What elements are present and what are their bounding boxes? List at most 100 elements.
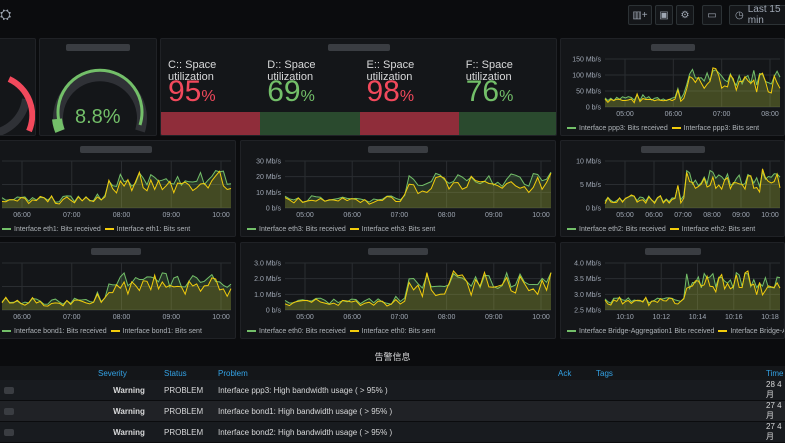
problem-text[interactable]: Interface bond2: High bandwidth usage ( … <box>214 421 554 443</box>
stat-bar <box>260 112 360 135</box>
series-line-received <box>604 271 781 304</box>
alert-row[interactable]: Warning PROBLEM Interface ppp3: High ban… <box>0 380 785 401</box>
stat-title: F:: Space utilization <box>465 59 513 83</box>
stat-title: D:: Space utilization <box>267 59 316 83</box>
dashboard-icon[interactable]: ⛭ <box>0 6 12 22</box>
time-cell: 28 4月 <box>762 380 785 401</box>
alert-row[interactable]: Warning PROBLEM Interface bond2: High ba… <box>0 421 785 443</box>
x-tick-label: 08:00 <box>438 314 456 321</box>
x-tick-label: 06:00 <box>343 212 361 219</box>
y-tick-label: 1.0 Mb/s <box>254 292 281 299</box>
y-tick-label: 2.0 Mb/s <box>254 276 281 283</box>
series-line-sent <box>284 172 552 205</box>
x-tick-label: 08:00 <box>113 212 131 219</box>
panel-title <box>66 42 130 52</box>
y-tick-label: 20 Mb/s <box>256 174 281 181</box>
col-problem[interactable]: Problem <box>214 366 554 380</box>
ack-cell[interactable] <box>554 421 592 443</box>
col-status[interactable]: Status <box>160 366 214 380</box>
col-ack[interactable]: Ack <box>554 366 592 380</box>
disk-utilization-panel: C:: Space utilization 95% D:: Space util… <box>160 38 557 136</box>
x-tick-label: 05:00 <box>616 111 634 118</box>
x-tick-label: 06:00 <box>13 212 31 219</box>
col-severity[interactable]: Severity <box>94 366 160 380</box>
x-tick-label: 10:00 <box>761 212 779 219</box>
y-tick-label: 10 Mb/s <box>576 159 601 166</box>
x-tick-label: 07:00 <box>391 314 409 321</box>
chart-panel-eth0: 3.0 Mb/s 2.0 Mb/s 1.0 Mb/s 0 b/s 05:00 06:00 0… <box>240 242 556 339</box>
col-tags[interactable]: Tags <box>592 366 762 380</box>
x-tick-label: 10:12 <box>652 314 670 321</box>
x-tick-label: 10:14 <box>689 314 707 321</box>
save-icon[interactable]: ▣ <box>655 5 673 25</box>
series-area <box>605 272 780 310</box>
chart-legend[interactable]: Interface eth0: Bits received Interface … <box>247 328 435 335</box>
tv-mode-icon[interactable]: ▭ <box>702 5 722 25</box>
settings-icon[interactable]: ⚙ <box>676 5 694 25</box>
panel-title <box>327 42 390 52</box>
x-tick-label: 09:00 <box>485 212 503 219</box>
y-tick-label: 30 Mb/s <box>256 159 281 166</box>
problem-text[interactable]: Interface bond1: High bandwidth usage ( … <box>214 400 554 422</box>
x-tick-label: 06:00 <box>13 314 31 321</box>
y-tick-label: 100 Mb/s <box>572 73 601 80</box>
gauge-panel-memory: 8.8% <box>39 38 157 136</box>
time-range-picker[interactable]: ◷ Last 15 min <box>729 4 785 26</box>
chart-legend[interactable]: Interface eth2: Bits received Interface … <box>567 226 755 233</box>
time-cell: 27 4月 <box>762 421 785 443</box>
series-line-sent <box>604 168 781 205</box>
add-panel-icon[interactable]: ▥+ <box>628 5 652 25</box>
y-tick-label: 5 Mb/s <box>580 182 602 189</box>
series-line-sent <box>1 273 232 307</box>
stat-bar <box>161 112 261 135</box>
severity-badge: Warning <box>94 380 160 401</box>
status-text: PROBLEM <box>160 421 214 443</box>
series-line-sent <box>604 270 781 307</box>
series-area <box>285 272 551 310</box>
x-tick-label: 06:00 <box>665 111 683 118</box>
x-tick-label: 07:00 <box>63 212 81 219</box>
chart-legend[interactable]: Interface ppp3: Bits received Interface … <box>567 125 759 132</box>
stat-tile: F:: Space utilization 76% <box>458 39 556 135</box>
time-cell: 27 4月 <box>762 400 785 422</box>
stat-value: 76% <box>465 75 514 108</box>
x-tick-label: 07:00 <box>713 111 731 118</box>
stat-value: 69% <box>267 75 315 108</box>
row-host <box>0 380 94 401</box>
chart-panel-eth3: 30 Mb/s 20 Mb/s 10 Mb/s 0 b/s 05:00 06:00 07:0… <box>240 140 556 237</box>
gauge-panel-cpu <box>0 38 36 136</box>
x-tick-label: 09:00 <box>485 314 503 321</box>
stat-bar <box>359 112 459 135</box>
alert-row[interactable]: Warning PROBLEM Interface bond1: High ba… <box>0 400 785 422</box>
y-tick-label: 50 Mb/s <box>576 89 601 96</box>
series-area <box>2 275 231 310</box>
ack-cell[interactable] <box>554 380 592 401</box>
series-line-sent <box>284 269 552 307</box>
y-tick-label: 0 b/s <box>586 105 602 112</box>
chart-legend[interactable]: Interface bond1: Bits received Interface… <box>2 328 202 335</box>
x-tick-label: 08:00 <box>113 314 131 321</box>
problem-text[interactable]: Interface ppp3: High bandwidth usage ( >… <box>214 380 554 401</box>
y-tick-label: 0 b/s <box>266 206 282 213</box>
y-tick-label: 2.5 Mb/s <box>574 308 601 315</box>
ack-cell[interactable] <box>554 400 592 422</box>
chart-legend[interactable]: Interface eth1: Bits received Interface … <box>2 226 190 233</box>
x-tick-label: 10:00 <box>532 212 550 219</box>
col-time[interactable]: Time <box>762 366 785 380</box>
chart-panel-ppp3: 150 Mb/s 100 Mb/s 50 Mb/s 0 b/s 05:00 06:00 07… <box>560 38 785 136</box>
x-tick-label: 08:00 <box>703 212 721 219</box>
chart-panel-eth1: 06:00 07:00 08:00 09:00 10:00 Interface eth1… <box>0 140 236 237</box>
x-tick-label: 09:00 <box>162 314 180 321</box>
top-navbar: ⛭ ▥+ ▣ ⚙ ▭ ◷ Last 15 min <box>0 0 785 32</box>
chart-legend[interactable]: Interface Bridge-Aggregation1 Bits recei… <box>567 328 784 335</box>
status-text: PROBLEM <box>160 380 214 401</box>
stat-tile: C:: Space utilization 95% <box>161 39 261 135</box>
stat-bar <box>458 112 556 135</box>
chart-legend[interactable]: Interface eth3: Bits received Interface … <box>247 226 435 233</box>
series-line-sent <box>604 67 781 104</box>
x-tick-label: 10:00 <box>532 314 550 321</box>
x-tick-label: 09:00 <box>732 212 750 219</box>
chart-panel-bridge: 4.0 Mb/s 3.5 Mb/s 3.0 Mb/s 2.5 Mb/s 10:10 10:… <box>560 242 785 339</box>
x-tick-label: 09:00 <box>162 212 180 219</box>
y-tick-label: 3.0 Mb/s <box>574 292 601 299</box>
